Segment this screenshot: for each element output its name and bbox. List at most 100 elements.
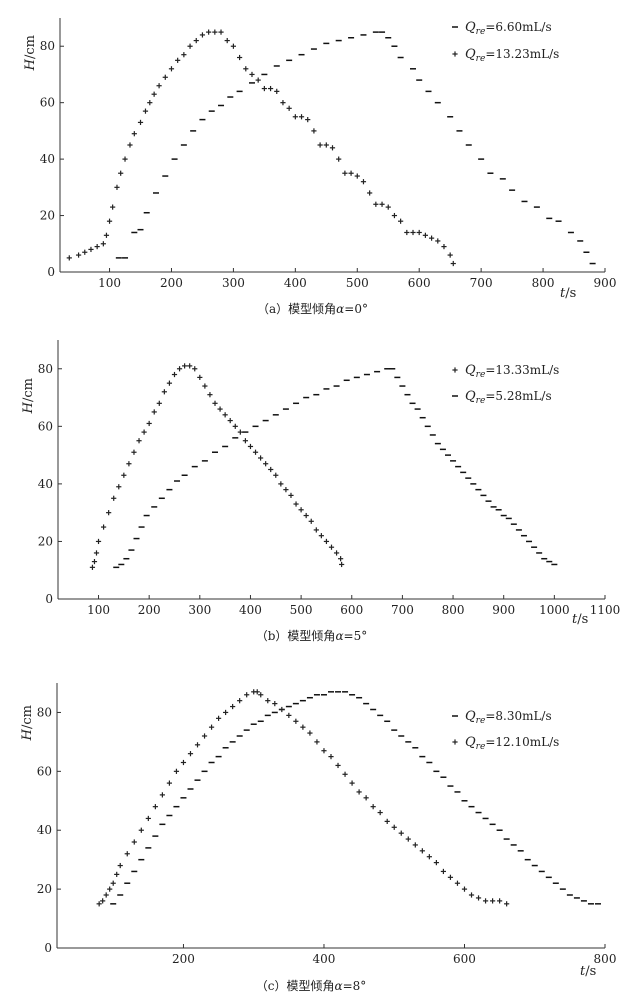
data-point: [243, 66, 249, 72]
y-tick-label: 40: [38, 477, 53, 491]
data-point: [308, 518, 314, 524]
data-point: [89, 564, 96, 570]
data-point: [147, 100, 153, 106]
data-point: [391, 212, 398, 219]
data-point: [151, 409, 157, 415]
data-point: [373, 201, 379, 207]
data-point: [311, 128, 317, 134]
data-point: [435, 238, 441, 244]
data-point: [137, 119, 144, 126]
data-point: [142, 108, 149, 114]
data-point: [193, 37, 199, 44]
data-point: [131, 839, 137, 845]
legend-entry: Qre=8.30mL/s: [452, 709, 552, 726]
x-tick-label: 300: [188, 603, 211, 617]
data-point: [141, 429, 147, 435]
series-2: [96, 689, 510, 907]
data-point: [230, 703, 236, 710]
data-point: [475, 895, 482, 901]
data-point: [342, 170, 348, 176]
data-point: [339, 561, 345, 568]
data-point: [100, 898, 106, 904]
data-point: [237, 698, 243, 704]
data-point: [454, 880, 461, 886]
x-tick-label: 500: [290, 603, 313, 617]
data-point: [441, 244, 447, 250]
data-point: [305, 117, 311, 123]
x-axis-label: t/s: [560, 286, 576, 301]
x-tick-label: 800: [594, 952, 617, 966]
data-point: [161, 389, 167, 395]
data-point: [114, 184, 120, 190]
data-point: [461, 886, 468, 892]
x-tick-label: 1000: [539, 603, 570, 617]
data-point: [121, 472, 127, 478]
data-point: [156, 83, 162, 89]
data-point: [489, 898, 496, 904]
x-tick-label: 900: [492, 603, 515, 617]
y-tick-label: 40: [40, 152, 55, 166]
data-point: [504, 901, 510, 907]
data-point: [215, 715, 222, 721]
y-tick-label: 80: [38, 362, 53, 376]
data-point: [398, 830, 404, 836]
data-point: [106, 510, 112, 516]
data-point: [328, 544, 335, 550]
x-tick-label: 100: [87, 603, 110, 617]
data-point: [261, 85, 267, 92]
data-point: [354, 173, 360, 179]
data-point: [75, 252, 82, 258]
data-point: [333, 550, 340, 556]
y-tick-label: 0: [44, 941, 52, 955]
data-point: [416, 229, 422, 236]
data-point: [110, 880, 116, 886]
data-point: [110, 204, 116, 210]
x-tick-label: 400: [239, 603, 262, 617]
legend-entry: Qre=13.33mL/s: [452, 363, 559, 380]
data-point: [156, 400, 162, 406]
data-point: [267, 85, 274, 92]
data-point: [187, 363, 193, 369]
series-1: [115, 31, 596, 265]
data-point: [91, 558, 98, 565]
y-tick-label: 0: [45, 592, 53, 606]
x-tick-label: 800: [532, 276, 555, 290]
data-point: [447, 252, 453, 258]
data-point: [335, 762, 341, 769]
data-point: [247, 443, 254, 450]
x-tick-label: 700: [470, 276, 493, 290]
data-point: [66, 255, 72, 261]
x-tick-label: 400: [284, 276, 307, 290]
data-point: [237, 54, 243, 61]
data-point: [336, 156, 342, 162]
data-point: [338, 556, 344, 562]
data-point: [146, 420, 152, 427]
data-point: [298, 114, 305, 120]
x-tick-label: 1100: [590, 603, 621, 617]
data-point: [127, 142, 133, 148]
data-point: [136, 438, 142, 444]
data-point: [391, 824, 397, 830]
data-point: [468, 892, 475, 898]
data-point: [118, 170, 124, 176]
data-point: [450, 260, 456, 267]
legend-label: Qre=8.30mL/s: [465, 709, 552, 726]
data-point: [363, 795, 369, 801]
data-point: [313, 527, 319, 533]
x-axis-label: t/s: [572, 612, 588, 627]
data-point: [122, 156, 128, 162]
legend-label: Qre=5.28mL/s: [465, 389, 552, 406]
y-tick-label: 40: [37, 823, 52, 837]
x-tick-label: 900: [594, 276, 617, 290]
data-point: [131, 131, 137, 137]
data-point: [293, 501, 299, 507]
y-axis-label: H/cm: [23, 35, 38, 71]
data-point: [283, 487, 289, 493]
data-point: [447, 874, 454, 880]
data-point: [314, 739, 320, 745]
x-tick-label: 200: [138, 603, 161, 617]
data-point: [307, 730, 313, 736]
data-point: [168, 66, 175, 72]
series-1: [110, 691, 601, 905]
